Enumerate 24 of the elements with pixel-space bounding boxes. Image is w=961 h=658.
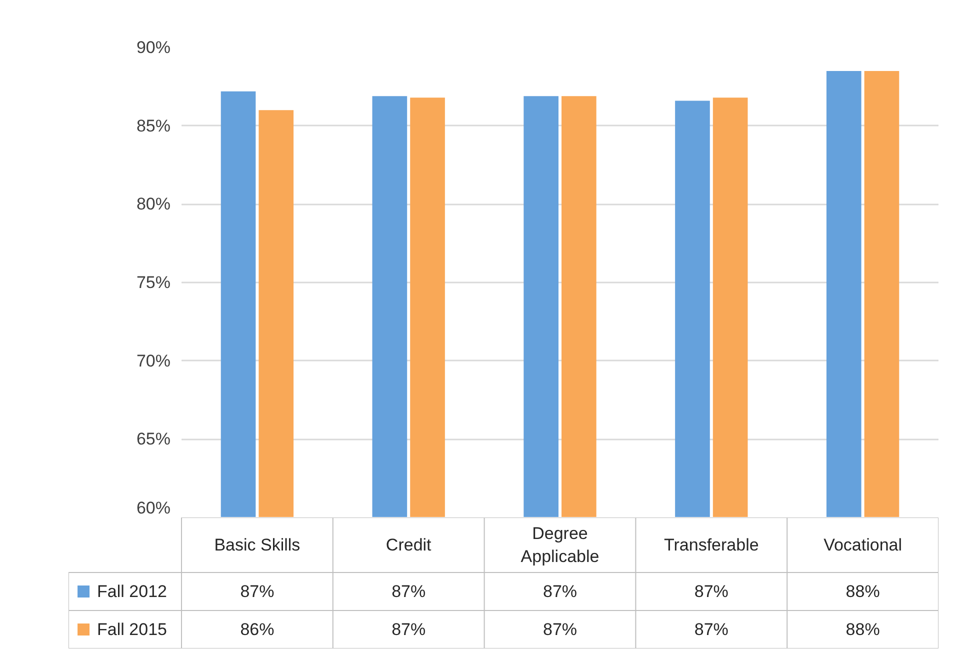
x-tick-label: Vocational	[824, 536, 902, 554]
y-tick-label: 65%	[136, 430, 171, 449]
x-tick-label: Basic Skills	[214, 536, 300, 554]
x-tick-label: Credit	[386, 536, 432, 554]
data-label: 87%	[694, 620, 728, 639]
y-tick-label: 85%	[136, 116, 171, 136]
data-label: 88%	[846, 620, 880, 639]
data-label: 87%	[542, 620, 578, 639]
data-label: 87%	[542, 582, 578, 601]
data-label: 87%	[240, 582, 274, 601]
y-tick-label: 75%	[136, 273, 171, 292]
y-tick-label: 90%	[136, 38, 171, 57]
data-label: 87%	[392, 582, 426, 601]
y-tick-label: 70%	[136, 351, 171, 370]
y-tick-label: 60%	[136, 498, 171, 518]
data-label: 88%	[846, 582, 880, 601]
y-tick-label: 80%	[136, 194, 171, 214]
data-label: 86%	[240, 620, 274, 639]
x-tick-label: Degree Applicable	[520, 524, 600, 566]
x-tick-label: Transferable	[664, 536, 759, 554]
data-label: 87%	[694, 582, 728, 601]
legend-label: Fall 2015	[97, 620, 167, 639]
data-label: 87%	[392, 620, 426, 639]
legend-label: Fall 2012	[97, 582, 167, 601]
